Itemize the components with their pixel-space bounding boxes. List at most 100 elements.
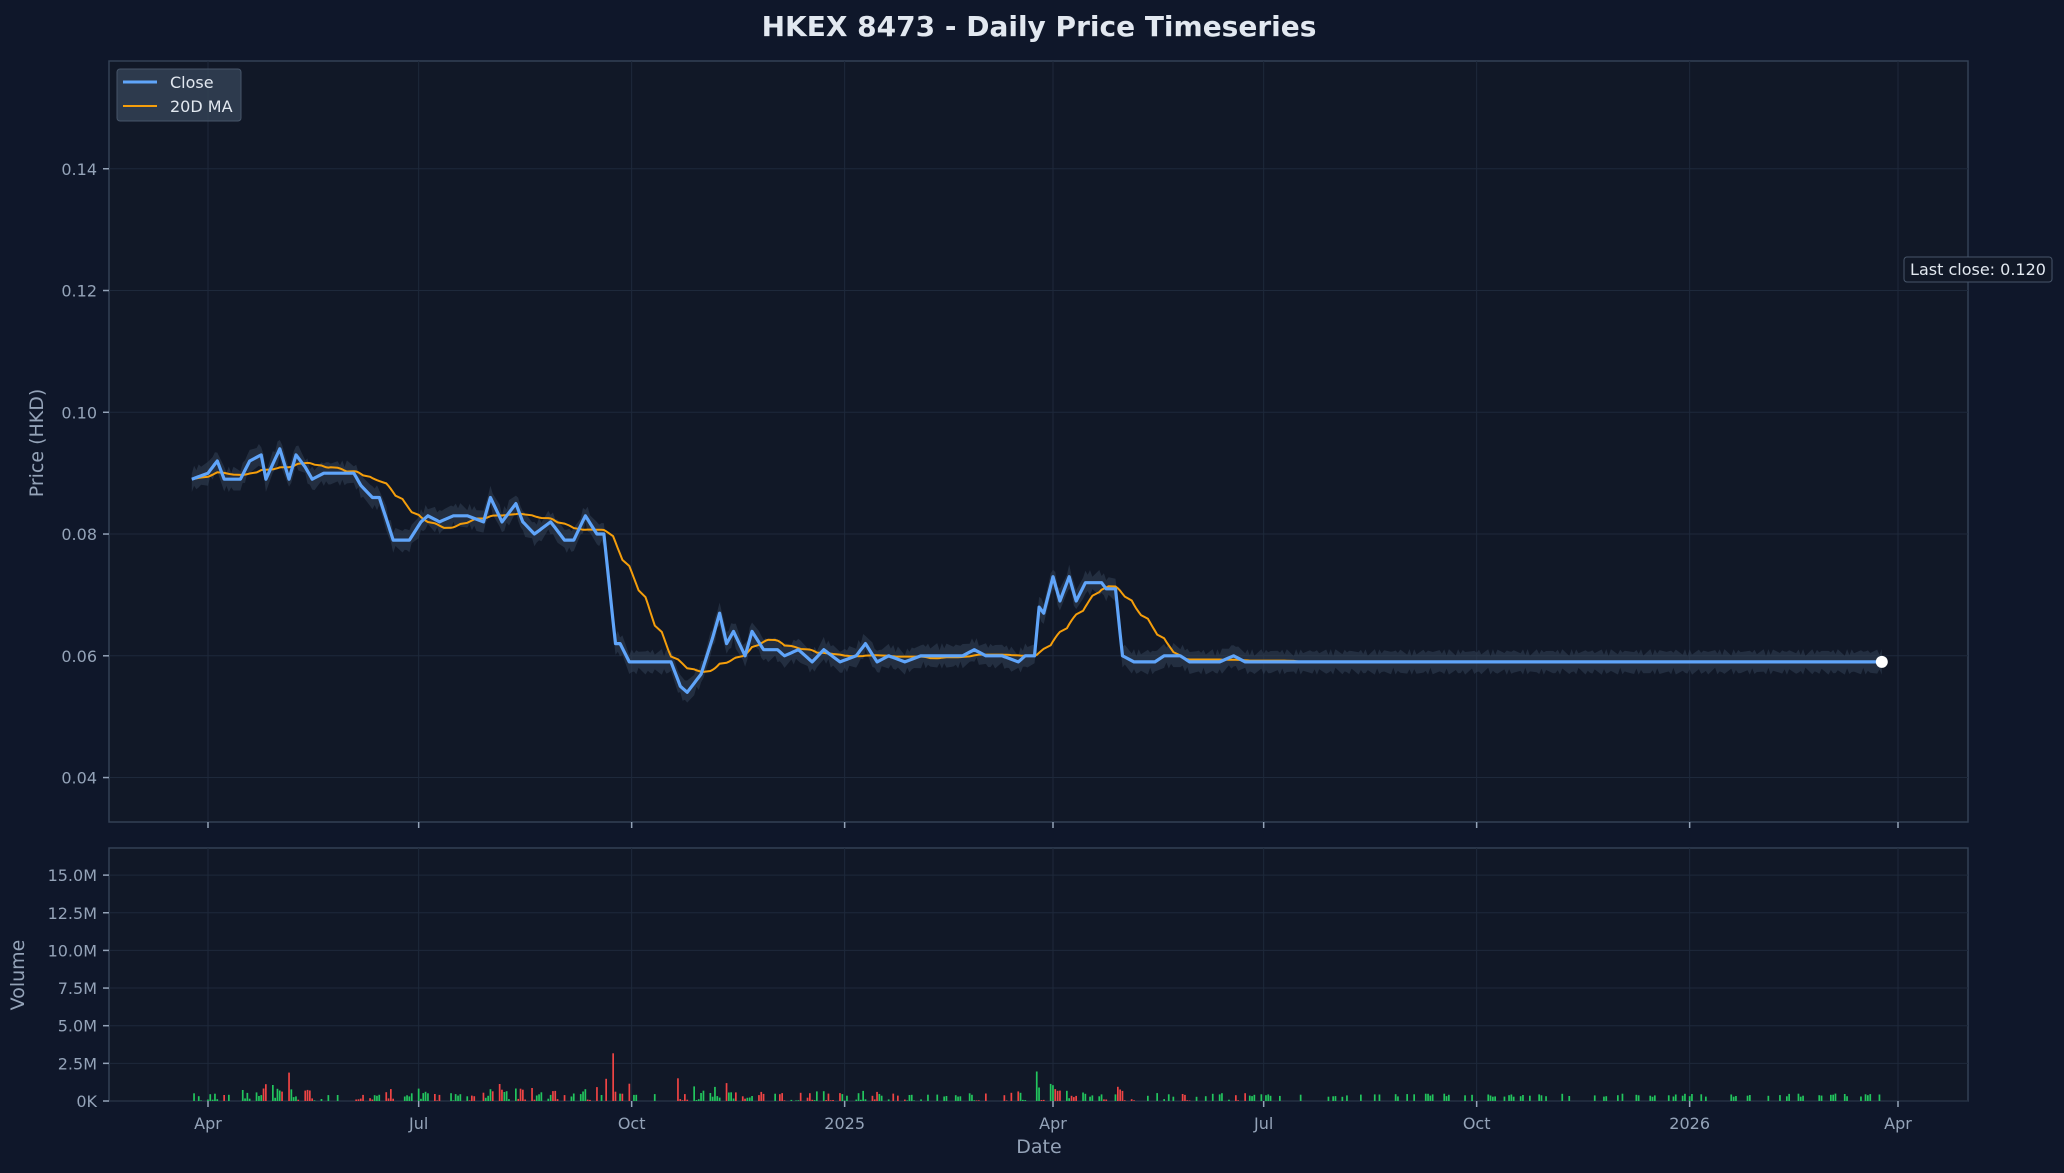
volume-bar — [1746, 1095, 1749, 1101]
volume-bar — [417, 1088, 420, 1101]
volume-bar — [1512, 1096, 1515, 1101]
x-axis-label: Date — [1016, 1136, 1061, 1158]
volume-bar — [1700, 1094, 1703, 1101]
volume-bar — [1674, 1094, 1677, 1101]
volume-bar — [1445, 1096, 1448, 1101]
volume-bar — [554, 1090, 557, 1101]
volume-bar — [709, 1093, 712, 1101]
volume-bar — [1248, 1095, 1251, 1101]
volume-bar — [1637, 1095, 1640, 1101]
volume-bar — [420, 1098, 422, 1101]
volume-y-tick-label: 15.0M — [48, 866, 97, 885]
volume-bar — [1684, 1093, 1686, 1101]
volume-bar — [1119, 1089, 1121, 1101]
volume-bar — [276, 1088, 279, 1101]
volume-bar — [1195, 1096, 1198, 1101]
volume-bar — [920, 1099, 922, 1101]
volume-bar — [1103, 1099, 1105, 1101]
volume-bar — [533, 1099, 536, 1101]
volume-bar — [1503, 1096, 1506, 1101]
volume-bar — [436, 1100, 438, 1101]
volume-bar — [628, 1083, 631, 1101]
volume-bar — [297, 1099, 300, 1101]
volume-bar — [621, 1093, 624, 1101]
volume-bar — [1186, 1100, 1189, 1101]
volume-bar — [718, 1097, 721, 1101]
volume-bar — [1188, 1100, 1191, 1101]
volume-bar — [1332, 1096, 1334, 1101]
date-x-tick-label: 2025 — [824, 1114, 865, 1133]
volume-bar — [1019, 1092, 1022, 1101]
volume-bar — [228, 1094, 230, 1101]
volume-bar — [1059, 1090, 1061, 1101]
volume-bar — [306, 1089, 309, 1101]
volume-bar — [1820, 1095, 1823, 1101]
volume-bar — [748, 1097, 751, 1101]
volume-bar — [454, 1094, 457, 1101]
volume-bar — [1121, 1090, 1124, 1101]
volume-bar — [1334, 1096, 1337, 1101]
date-x-tick-label: Oct — [618, 1114, 646, 1133]
volume-bar — [1651, 1096, 1654, 1101]
volume-y-tick-label: 0K — [76, 1092, 97, 1111]
volume-bar — [1123, 1100, 1126, 1101]
volume-bar — [1448, 1094, 1450, 1101]
volume-bar — [1732, 1096, 1735, 1101]
volume-bar — [248, 1098, 251, 1101]
volume-bar — [214, 1093, 216, 1101]
chart-title: HKEX 8473 - Daily Price Timeseries — [762, 10, 1317, 43]
volume-bar — [857, 1093, 860, 1101]
volume-bar — [871, 1095, 874, 1101]
price-y-tick-label: 0.04 — [61, 769, 97, 788]
volume-bar — [1010, 1092, 1013, 1101]
volume-bar — [355, 1099, 357, 1101]
volume-bar — [466, 1096, 469, 1101]
close-line-layer — [191, 447, 1882, 694]
volume-bar — [1621, 1093, 1624, 1101]
volume-bar — [468, 1100, 471, 1101]
volume-bar — [241, 1090, 244, 1101]
volume-bar — [508, 1099, 510, 1101]
volume-bar — [1211, 1093, 1214, 1101]
volume-bar — [684, 1094, 686, 1101]
volume-bar — [945, 1096, 948, 1101]
volume-bar — [1681, 1095, 1684, 1101]
volume-bar — [758, 1095, 760, 1101]
volume-bar — [376, 1095, 378, 1101]
volume-bar — [582, 1091, 584, 1101]
volume-bar — [681, 1100, 684, 1101]
volume-bar — [1042, 1099, 1045, 1101]
volume-bar — [1510, 1094, 1513, 1101]
volume-bar — [1519, 1096, 1522, 1101]
volume-bar — [612, 1053, 614, 1101]
volume-bar — [403, 1096, 406, 1101]
volume-bar — [1705, 1096, 1707, 1101]
volume-bar — [1070, 1095, 1073, 1101]
price-y-tick-label: 0.06 — [61, 647, 97, 666]
close-line — [191, 447, 1882, 694]
volume-bar — [744, 1098, 746, 1101]
volume-bar — [556, 1099, 559, 1101]
volume-bar — [841, 1094, 844, 1101]
volume-bar — [216, 1099, 219, 1101]
volume-bar — [809, 1093, 811, 1101]
volume-bar — [1431, 1094, 1434, 1101]
volume-bar — [693, 1086, 695, 1101]
volume-bar — [1251, 1096, 1253, 1101]
volume-bar — [732, 1098, 735, 1101]
volume-bar — [1443, 1093, 1446, 1101]
volume-bar — [1429, 1095, 1432, 1101]
volume-bar — [359, 1098, 362, 1101]
volume-bar — [971, 1094, 973, 1101]
volume-bar — [975, 1100, 978, 1101]
volume-bar — [1767, 1095, 1770, 1101]
volume-bar — [274, 1097, 276, 1101]
volume-bar — [1073, 1097, 1075, 1101]
volume-bar — [968, 1093, 971, 1101]
volume-bar — [1834, 1093, 1837, 1101]
volume-bar — [1003, 1095, 1006, 1101]
volume-bar — [1830, 1094, 1832, 1101]
volume-bar — [1052, 1085, 1054, 1101]
volume-bar — [1098, 1096, 1101, 1101]
